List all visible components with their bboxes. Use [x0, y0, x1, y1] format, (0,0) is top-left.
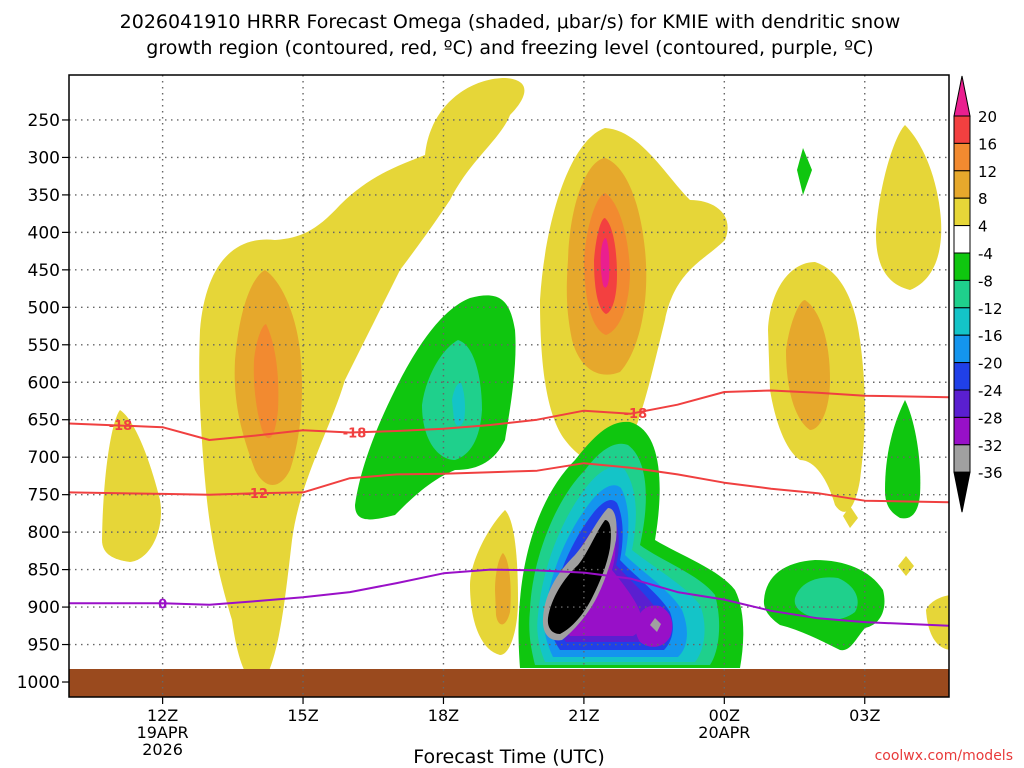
x-tick-label: 12Z	[147, 706, 178, 725]
colorbar-label: 16	[978, 135, 997, 153]
colorbar-label: -12	[978, 300, 1003, 318]
contour-labels: -18 -18 -18 -12 0	[109, 407, 648, 612]
colorbar-top-arrow	[953, 75, 971, 117]
omega-fill-20-core	[600, 238, 610, 288]
y-axis: 250 300 350 400 450 500 550 600 650 700 750 800 850 9…	[17, 111, 69, 693]
x-tick-label: 21Z	[568, 706, 599, 725]
ground-terrain	[69, 669, 949, 697]
x-tick-label: 15Z	[287, 706, 318, 725]
colorbar-box	[953, 170, 971, 199]
x-axis-title: Forecast Time (UTC)	[413, 746, 604, 768]
colorbar-box	[953, 252, 971, 281]
colorbar-label: 4	[978, 218, 988, 236]
omega-fill-8-00z	[786, 300, 830, 430]
omega-fill-neg32-22z	[650, 618, 661, 632]
contour-0-line	[69, 568, 949, 627]
y-tick-label: 800	[28, 523, 60, 543]
contour-label: -18	[624, 407, 648, 422]
y-tick-label: 600	[28, 373, 60, 393]
colorbar-label: -16	[978, 327, 1003, 345]
y-tick-label: 400	[28, 223, 60, 243]
colorbar-box	[953, 197, 971, 227]
colorbar-box	[953, 362, 971, 391]
y-tick-label: 900	[28, 598, 60, 618]
contour--12-line	[69, 462, 949, 504]
omega-fill-neg4-0330z	[885, 400, 921, 519]
colorbar-label: -8	[978, 272, 993, 290]
plot-frame	[68, 74, 950, 698]
colorbar-label: -32	[978, 437, 1003, 455]
x-tick-date: 20APR	[698, 723, 750, 742]
contour-label: -18	[109, 419, 133, 434]
grid-lines	[69, 75, 949, 697]
omega-fill-neg12-18z	[452, 382, 465, 426]
colorbar-box	[953, 142, 971, 172]
y-tick-label: 850	[28, 561, 60, 581]
credit-text: coolwx.com/models	[875, 748, 1013, 764]
contour-label: -18	[343, 426, 367, 441]
colorbar-label: 20	[978, 108, 997, 126]
colorbar-bottom-arrow	[953, 471, 971, 513]
colorbar-label: -20	[978, 355, 1003, 373]
y-tick-label: 650	[28, 411, 60, 431]
y-tick-label: 350	[28, 186, 60, 206]
colorbar: 20 16 12 8 4 -4 -8 -12 -16 -20 -24 -28 -32 -36	[953, 75, 1003, 513]
x-tick-label: 00Z	[709, 706, 740, 725]
colorbar-label: 8	[978, 190, 988, 208]
y-tick-label: 300	[28, 148, 60, 168]
colorbar-box	[953, 334, 971, 364]
chart-title-line2: growth region (contoured, red, ºC) and f…	[146, 37, 873, 59]
colorbar-box	[953, 416, 971, 446]
contour-label: 0	[158, 597, 167, 612]
y-tick-label: 250	[28, 111, 60, 131]
y-tick-label: 550	[28, 336, 60, 356]
omega-fill-neg36-21z	[547, 520, 611, 634]
omega-fill-4-11z	[102, 410, 161, 562]
omega-fill-4-upper-ridge	[199, 78, 525, 684]
omega-fill-neg4-0045z	[797, 148, 812, 195]
x-tick-year: 2026	[142, 740, 183, 759]
omega-fill-neg8-01z	[794, 577, 858, 620]
colorbar-label: -28	[978, 409, 1003, 427]
omega-fill-4-small-0130z	[843, 506, 858, 528]
contour-label: -12	[244, 487, 268, 502]
colorbar-label: 12	[978, 163, 997, 181]
chart-title-line1: 2026041910 HRRR Forecast Omega (shaded, …	[120, 11, 901, 33]
colorbar-box	[953, 279, 971, 309]
contour-lines	[69, 389, 949, 627]
y-tick-label: 450	[28, 261, 60, 281]
colorbar-label: -24	[978, 382, 1003, 400]
colorbar-box	[953, 389, 971, 418]
colorbar-box	[953, 307, 971, 336]
y-tick-label: 950	[28, 636, 60, 656]
contour--18-line	[69, 389, 949, 441]
colorbar-box	[953, 225, 971, 254]
y-tick-label: 1000	[17, 673, 60, 693]
x-tick-date: 19APR	[137, 723, 189, 742]
colorbar-label: -36	[978, 464, 1003, 482]
colorbar-box	[953, 115, 971, 144]
y-tick-label: 500	[28, 298, 60, 318]
y-tick-label: 700	[28, 448, 60, 468]
omega-fill-4-edge-right	[926, 595, 949, 650]
x-tick-label: 18Z	[428, 706, 459, 725]
colorbar-label: -4	[978, 245, 993, 263]
colorbar-box	[953, 444, 971, 473]
omega-fill-4-03z	[875, 125, 942, 290]
x-tick-label: 03Z	[849, 706, 880, 725]
omega-fill-4-small-0345z	[898, 556, 914, 576]
omega-shading	[69, 78, 949, 697]
y-tick-label: 750	[28, 486, 60, 506]
omega-fill-12-left	[253, 324, 279, 439]
